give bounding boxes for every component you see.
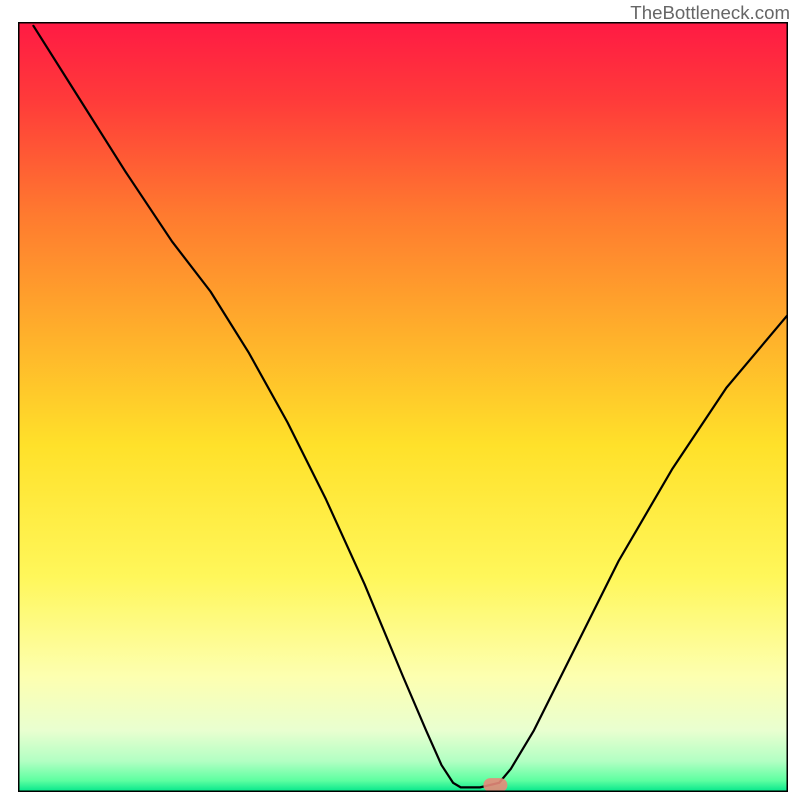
watermark-text: TheBottleneck.com — [630, 2, 790, 24]
optimal-marker — [483, 778, 507, 792]
chart-wrap: TheBottleneck.com — [0, 0, 800, 800]
plot-area — [18, 22, 788, 792]
chart-svg — [18, 22, 788, 792]
